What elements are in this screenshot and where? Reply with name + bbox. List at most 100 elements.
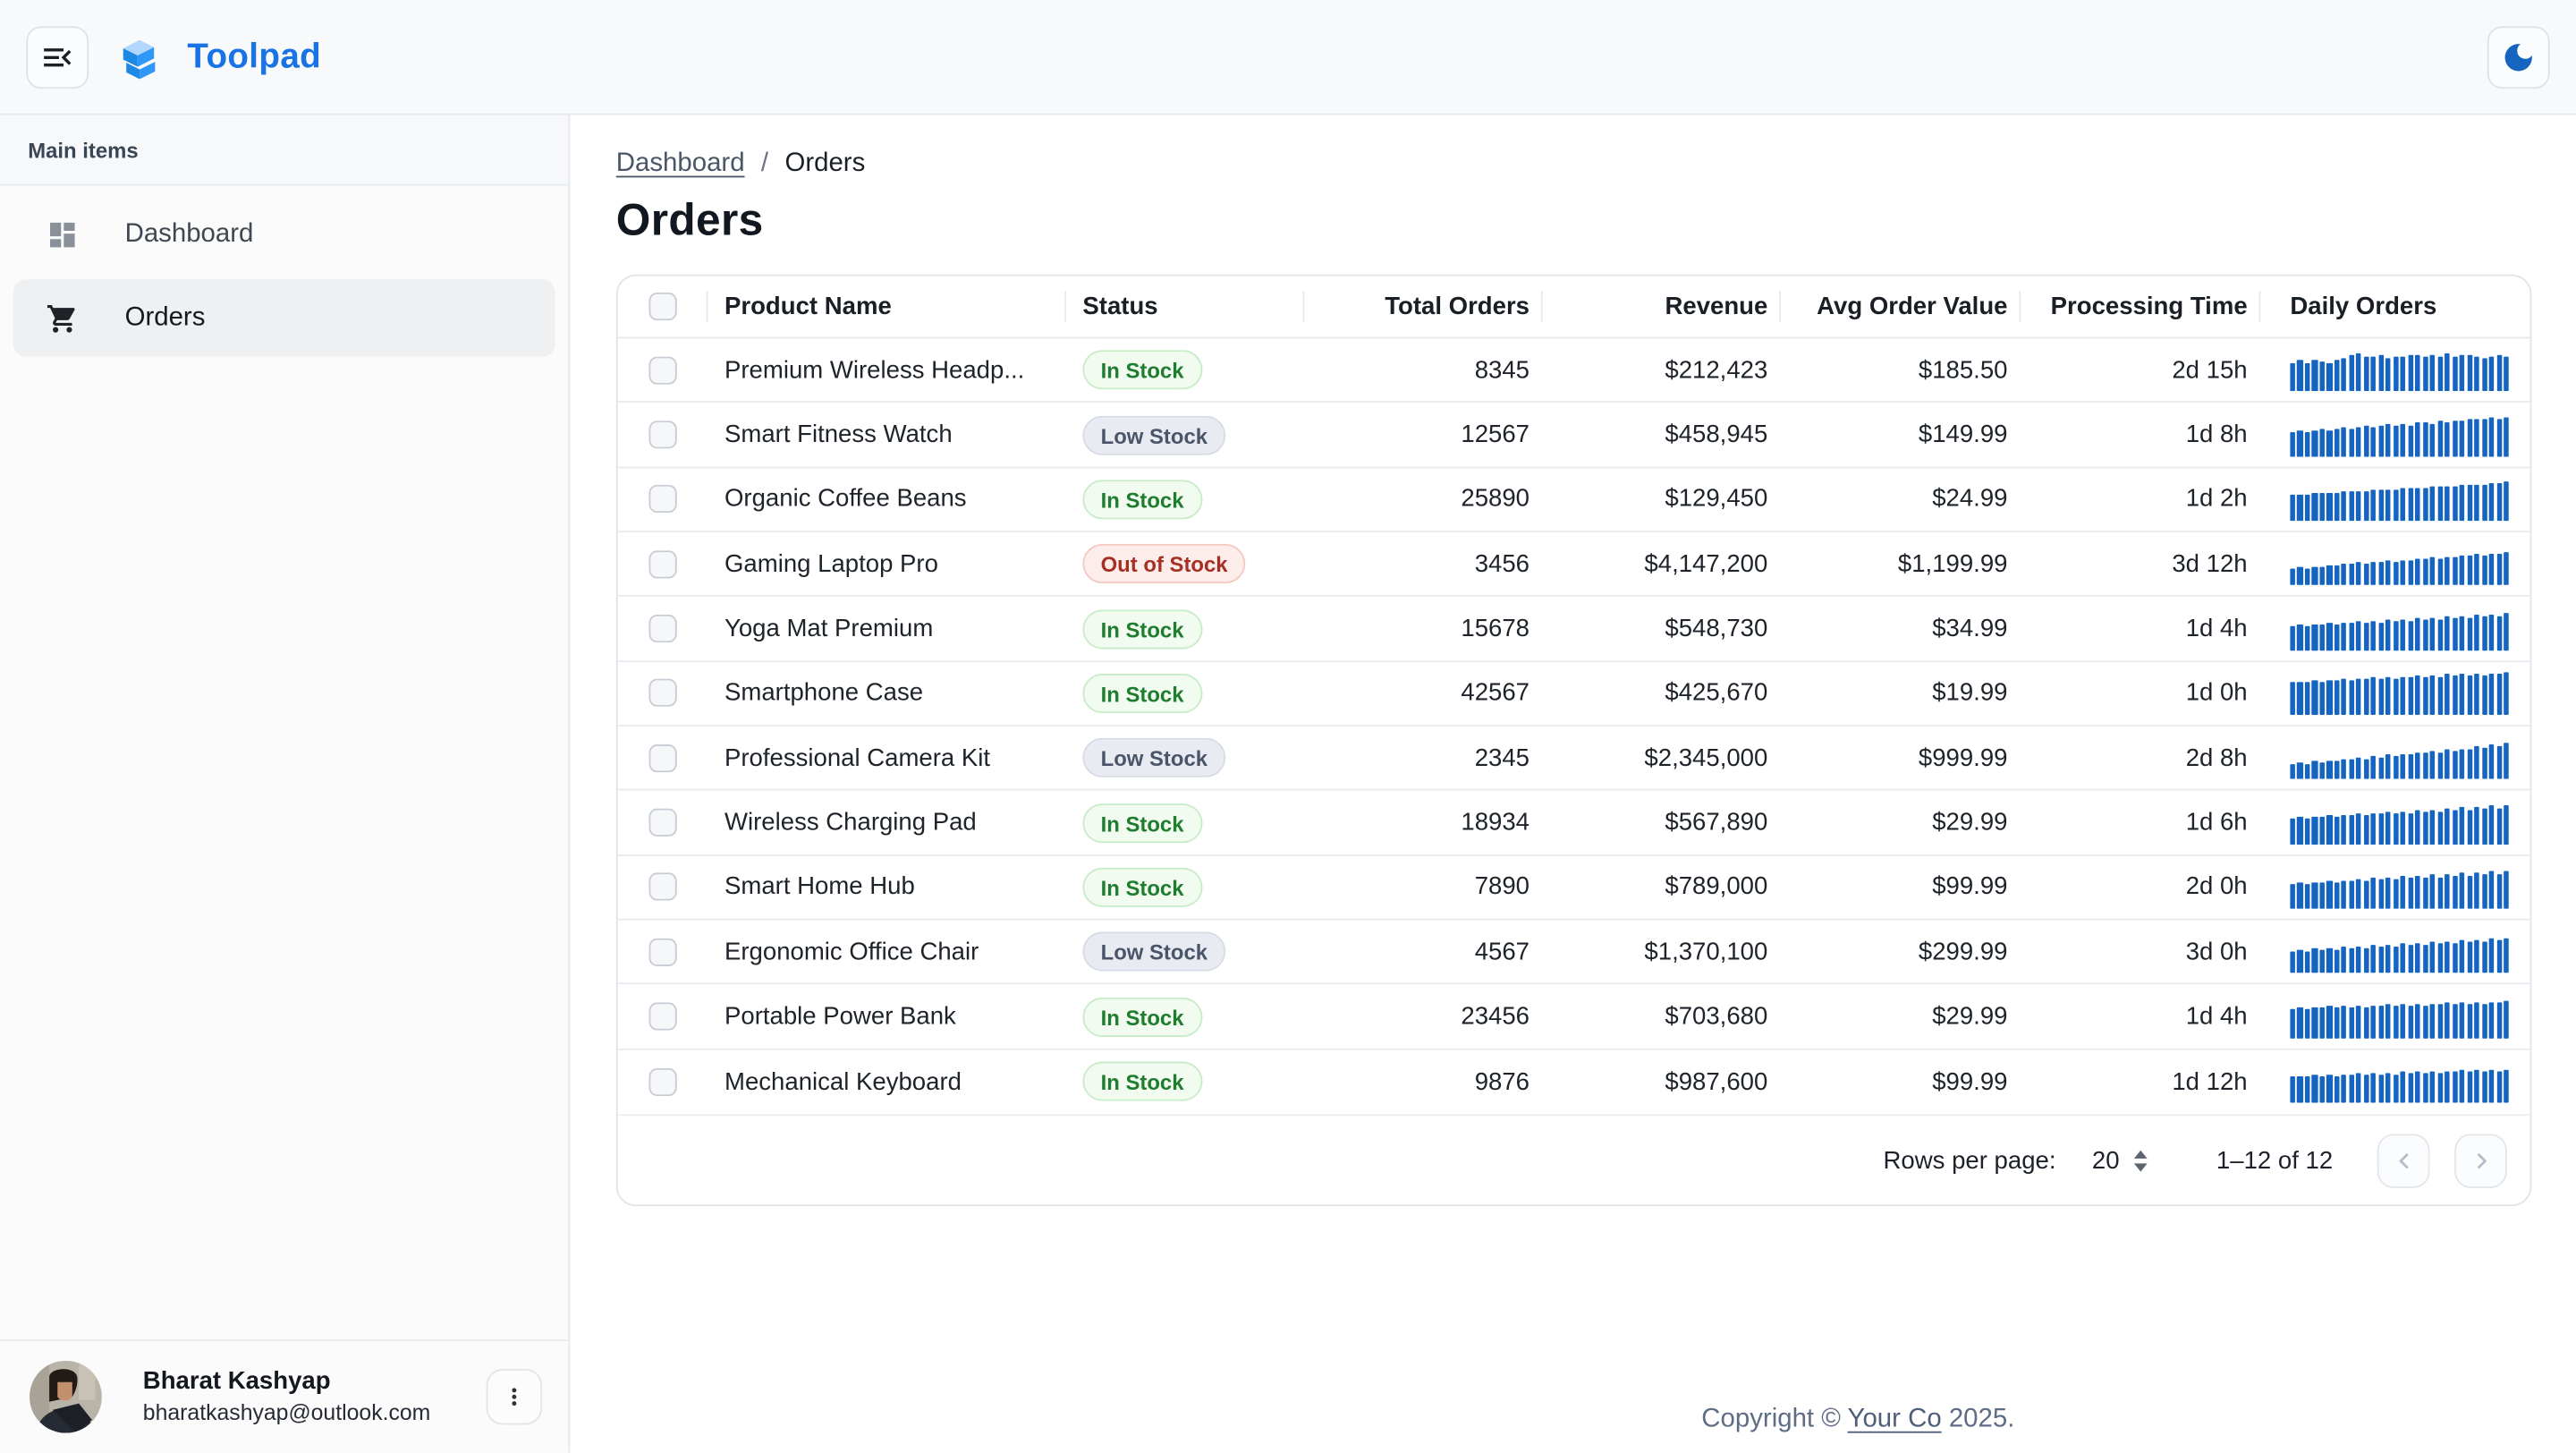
row-checkbox[interactable] <box>648 615 677 643</box>
sparkline-bar <box>2342 491 2347 521</box>
sparkline-bar <box>2488 553 2495 586</box>
sparkline-bar <box>2326 815 2333 845</box>
row-checkbox[interactable] <box>648 808 677 837</box>
cell-status: In Stock <box>1066 350 1304 390</box>
sparkline-bar <box>2474 418 2480 456</box>
sparkline-bar <box>2393 812 2399 845</box>
sparkline-bar <box>2459 1070 2465 1104</box>
cell-daily-orders <box>2260 736 2529 780</box>
sparkline-bar <box>2459 355 2465 392</box>
status-badge: Low Stock <box>1082 738 1226 778</box>
sparkline-bar <box>2334 760 2340 780</box>
sparkline-bar <box>2504 356 2509 392</box>
sparkline-bar <box>2408 560 2413 586</box>
sparkline-bar <box>2474 673 2480 715</box>
table-row[interactable]: Organic Coffee Beans In Stock 25890 $129,45… <box>617 468 2530 533</box>
row-select-cell <box>618 938 708 966</box>
column-header-product-name[interactable]: Product Name <box>708 276 1067 337</box>
table-row[interactable]: Premium Wireless Headp... In Stock 8345 $21… <box>617 338 2530 404</box>
app-logo[interactable]: Toolpad <box>115 32 322 81</box>
sparkline-bar <box>2371 357 2377 392</box>
select-all-checkbox[interactable] <box>648 292 677 321</box>
theme-toggle-button[interactable] <box>2487 25 2550 89</box>
sparkline-bar <box>2304 763 2310 780</box>
cell-avg-order-value: $19.99 <box>1932 679 2008 708</box>
sparkline-bar <box>2385 357 2392 392</box>
sparkline-bar <box>2488 871 2495 909</box>
column-header-status[interactable]: Status <box>1066 276 1305 337</box>
cell-product-name: Portable Power Bank <box>724 1002 956 1031</box>
table-row[interactable]: Ergonomic Office Chair Low Stock 4567 $1,37… <box>617 921 2530 986</box>
table-row[interactable]: Smart Home Hub In Stock 7890 $789,000 $99.99… <box>617 855 2530 921</box>
sparkline-bar <box>2326 947 2333 973</box>
sparkline-bar <box>2474 615 2480 650</box>
row-checkbox[interactable] <box>648 549 677 578</box>
sparkline-bar <box>2488 355 2495 392</box>
column-header-total-orders[interactable]: Total Orders <box>1304 276 1543 337</box>
rows-per-page-value[interactable]: 20 <box>2091 1146 2120 1175</box>
table-row[interactable]: Gaming Laptop Pro Out of Stock 3456 $4,147,… <box>617 532 2530 598</box>
sparkline-bar <box>2349 815 2354 845</box>
user-menu-button[interactable] <box>486 1369 543 1425</box>
column-header-avg-order-value[interactable]: Avg Order Value <box>1781 276 2021 337</box>
sparkline-bar <box>2504 1069 2509 1104</box>
table-row[interactable]: Smartphone Case In Stock 42567 $425,670 $19.… <box>617 662 2530 726</box>
sparkline-bar <box>2378 562 2384 586</box>
cell-product-name: Premium Wireless Headp... <box>724 355 1025 385</box>
sparkline-bar <box>2452 876 2458 909</box>
row-checkbox[interactable] <box>648 485 677 514</box>
sparkline-bar <box>2467 749 2472 780</box>
table-row[interactable]: Yoga Mat Premium In Stock 15678 $548,730 $34… <box>617 597 2530 662</box>
previous-page-button[interactable] <box>2377 1133 2430 1188</box>
more-vert-icon <box>512 1388 517 1406</box>
sparkline-bar <box>2408 677 2413 715</box>
breadcrumb-dashboard-link[interactable]: Dashboard <box>615 149 745 178</box>
row-checkbox[interactable] <box>648 1002 677 1031</box>
sparkline-bar <box>2415 558 2421 586</box>
next-page-button[interactable] <box>2454 1133 2507 1188</box>
sparkline-bar <box>2474 939 2480 973</box>
sparkline-bar <box>2312 493 2318 521</box>
sparkline-bar <box>2429 422 2436 456</box>
row-checkbox[interactable] <box>648 1067 677 1097</box>
cell-status: Out of Stock <box>1066 544 1304 584</box>
table-row[interactable]: Mechanical Keyboard In Stock 9876 $987,600 $… <box>618 1049 2530 1114</box>
rows-per-page-stepper[interactable] <box>2134 1150 2148 1171</box>
sparkline-bar <box>2400 1072 2406 1104</box>
sparkline-bar <box>2481 941 2487 973</box>
daily-orders-sparkline <box>2290 802 2509 845</box>
sparkline-bar <box>2304 432 2310 456</box>
sparkline-bar <box>2378 879 2384 909</box>
row-checkbox[interactable] <box>648 679 677 708</box>
sparkline-bar <box>2349 354 2354 392</box>
row-checkbox[interactable] <box>648 873 677 902</box>
table-header-row: Product Name Status Total Orders Revenue… <box>617 276 2530 339</box>
sparkline-bar <box>2290 495 2296 521</box>
column-header-revenue[interactable]: Revenue <box>1543 276 1782 337</box>
cell-avg-order-value: $99.99 <box>1932 873 2008 902</box>
sparkline-bar <box>2371 945 2377 973</box>
sparkline-bar <box>2319 1075 2326 1104</box>
table-row[interactable]: Smart Fitness Watch Low Stock 12567 $458,94… <box>617 404 2530 468</box>
row-checkbox[interactable] <box>648 355 677 385</box>
table-row[interactable]: Portable Power Bank In Stock 23456 $703,680… <box>617 985 2530 1050</box>
company-link[interactable]: Your Co <box>1847 1405 1942 1433</box>
daily-orders-sparkline <box>2290 542 2509 586</box>
row-checkbox[interactable] <box>648 938 677 966</box>
daily-orders-sparkline <box>2290 478 2509 521</box>
sparkline-bar <box>2437 355 2443 392</box>
sparkline-bar <box>2312 761 2318 780</box>
row-checkbox[interactable] <box>648 743 677 772</box>
sidebar-item-orders[interactable]: Orders <box>13 279 555 357</box>
sidebar-item-dashboard[interactable]: Dashboard <box>13 196 555 273</box>
column-header-daily-orders[interactable]: Daily Orders <box>2290 292 2437 321</box>
row-checkbox[interactable] <box>648 421 677 449</box>
sparkline-bar <box>2363 758 2369 780</box>
table-row[interactable]: Wireless Charging Pad In Stock 18934 $567,8… <box>617 791 2530 856</box>
column-header-processing-time[interactable]: Processing Time <box>2021 276 2261 337</box>
sparkline-bar <box>2496 1071 2502 1104</box>
table-row[interactable]: Professional Camera Kit Low Stock 2345 $2,3… <box>617 726 2530 792</box>
sparkline-bar <box>2459 421 2465 456</box>
sidebar-collapse-button[interactable] <box>26 25 89 89</box>
sparkline-bar <box>2445 1071 2451 1104</box>
